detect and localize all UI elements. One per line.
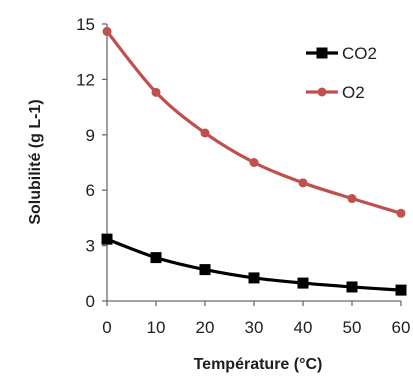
y-tick-label: 12 — [76, 70, 95, 89]
data-point-circle — [249, 158, 259, 167]
y-axis-title-text: Solubilité (g L-1) — [27, 99, 44, 224]
data-point-circle — [151, 87, 161, 97]
axes: 0 3 6 9 12 15 0 10 20 30 40 50 60 — [76, 15, 410, 337]
y-tick-label: 0 — [86, 292, 95, 311]
data-point-square — [150, 252, 162, 264]
data-point-circle — [102, 26, 112, 36]
y-axis-title: Solubilité (g L-1) — [27, 99, 44, 224]
data-point-circle — [347, 194, 357, 204]
x-axis-title-text: Température (°C) — [194, 356, 323, 373]
data-point-square — [297, 277, 309, 289]
legend-label: CO2 — [342, 44, 377, 63]
data-point-square — [346, 281, 358, 293]
x-tick-label: 60 — [392, 318, 411, 337]
series-layer — [101, 26, 407, 296]
data-point-circle — [396, 208, 406, 218]
legend-label: O2 — [342, 83, 365, 102]
y-tick-label: 9 — [86, 126, 95, 145]
y-tick-label: 6 — [86, 181, 95, 200]
data-point-square — [101, 233, 113, 245]
y-tick-label: 3 — [86, 237, 95, 256]
legend-marker-square — [316, 47, 328, 59]
data-point-circle — [298, 178, 308, 188]
x-tick-label: 40 — [294, 318, 313, 337]
legend-marker-circle — [317, 87, 327, 97]
data-point-square — [248, 272, 260, 284]
x-axis-title: Température (°C) — [194, 356, 323, 373]
data-point-circle — [200, 128, 210, 138]
legend-item-co2: CO2 — [306, 44, 377, 63]
legend-item-o2: O2 — [306, 83, 365, 102]
x-tick-label: 50 — [343, 318, 362, 337]
series-co2 — [101, 233, 407, 296]
x-tick-label: 10 — [147, 318, 166, 337]
x-tick-label: 20 — [196, 318, 215, 337]
x-tick-label: 0 — [102, 318, 111, 337]
y-tick-label: 15 — [76, 15, 95, 34]
data-point-square — [199, 264, 211, 276]
data-point-square — [395, 284, 407, 296]
x-tick-label: 30 — [245, 318, 264, 337]
legend: CO2 O2 — [306, 44, 377, 102]
series-o2 — [102, 26, 406, 218]
